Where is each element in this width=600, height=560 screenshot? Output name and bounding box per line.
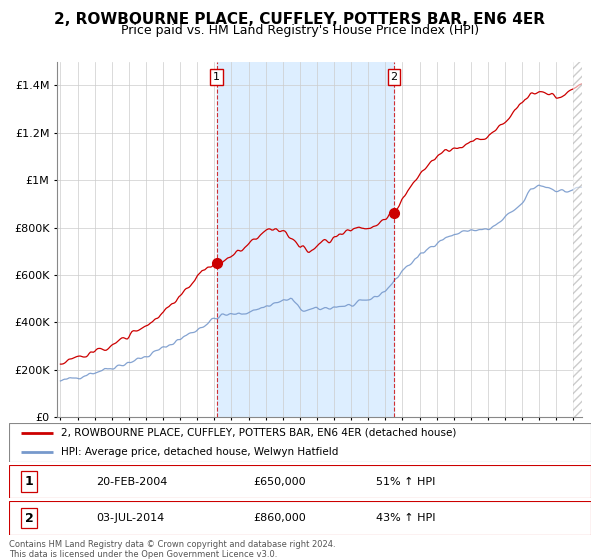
Bar bbox=[217, 62, 394, 417]
Text: 2, ROWBOURNE PLACE, CUFFLEY, POTTERS BAR, EN6 4ER (detached house): 2, ROWBOURNE PLACE, CUFFLEY, POTTERS BAR… bbox=[61, 428, 457, 437]
Text: 03-JUL-2014: 03-JUL-2014 bbox=[96, 513, 164, 523]
Text: 1: 1 bbox=[25, 475, 34, 488]
Text: 2, ROWBOURNE PLACE, CUFFLEY, POTTERS BAR, EN6 4ER: 2, ROWBOURNE PLACE, CUFFLEY, POTTERS BAR… bbox=[55, 12, 545, 27]
Text: Contains HM Land Registry data © Crown copyright and database right 2024.
This d: Contains HM Land Registry data © Crown c… bbox=[9, 540, 335, 559]
Text: HPI: Average price, detached house, Welwyn Hatfield: HPI: Average price, detached house, Welw… bbox=[61, 447, 339, 457]
Text: 43% ↑ HPI: 43% ↑ HPI bbox=[376, 513, 435, 523]
Text: 1: 1 bbox=[213, 72, 220, 82]
Text: 2: 2 bbox=[25, 511, 34, 525]
Text: 2: 2 bbox=[391, 72, 397, 82]
Text: Price paid vs. HM Land Registry's House Price Index (HPI): Price paid vs. HM Land Registry's House … bbox=[121, 24, 479, 36]
Text: £860,000: £860,000 bbox=[253, 513, 306, 523]
Text: £650,000: £650,000 bbox=[253, 477, 306, 487]
Text: 20-FEB-2004: 20-FEB-2004 bbox=[96, 477, 167, 487]
Text: 51% ↑ HPI: 51% ↑ HPI bbox=[376, 477, 435, 487]
